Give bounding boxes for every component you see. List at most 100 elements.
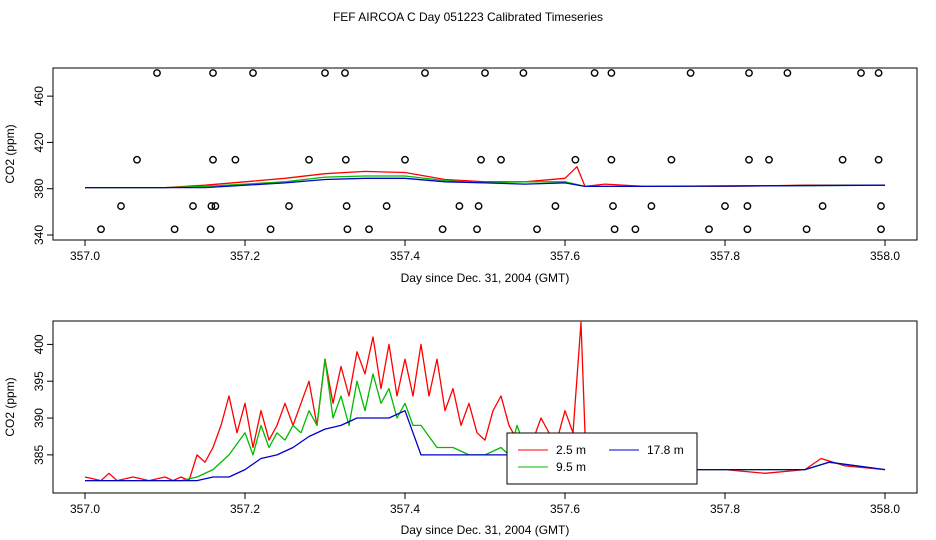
legend-label-9-5m: 9.5 m (556, 460, 586, 474)
bottom-y-axis: 385 390 395 400 (32, 334, 54, 465)
bottom-y-tick-label: 400 (32, 334, 46, 354)
top-x-tick-label: 358.0 (870, 249, 900, 263)
calibration-point (401, 155, 409, 164)
calibration-point (209, 69, 217, 77)
top-series-line-17-8-m (85, 177, 886, 189)
calibration-point (571, 155, 580, 164)
top-calibration-points (97, 69, 885, 234)
calibration-point (857, 69, 865, 77)
calibration-point (455, 202, 464, 210)
calibration-point (721, 202, 729, 210)
bottom-y-tick-label: 385 (32, 445, 46, 465)
calibration-point (745, 155, 753, 164)
calibration-point (497, 155, 505, 164)
calibration-point (765, 155, 773, 164)
legend-label-17-8m: 17.8 m (647, 443, 684, 457)
figure-title: FEF AIRCOA C Day 051223 Calibrated Times… (333, 10, 603, 24)
top-x-axis-label: Day since Dec. 31, 2004 (GMT) (401, 271, 570, 285)
bottom-series-lines (84, 321, 886, 482)
calibration-point (474, 202, 483, 210)
calibration-point (206, 225, 215, 234)
bottom-x-tick-label: 357.8 (710, 502, 740, 516)
calibration-point (209, 155, 217, 164)
calibration-point (421, 69, 429, 77)
calibration-point (877, 225, 885, 234)
calibration-point (170, 225, 179, 234)
bottom-x-tick-label: 357.4 (390, 502, 420, 516)
top-plot-frame (52, 67, 918, 241)
calibration-point (341, 69, 349, 77)
calibration-point (783, 69, 792, 77)
top-x-tick-label: 357.2 (230, 249, 260, 263)
calibration-point (321, 69, 329, 77)
legend-box (506, 432, 698, 485)
calibration-point (343, 225, 352, 234)
calibration-point (189, 202, 197, 210)
bottom-x-tick-label: 357.2 (230, 502, 260, 516)
calibration-point (647, 202, 656, 210)
top-y-tick-label: 460 (32, 86, 46, 106)
calibration-point (745, 69, 753, 77)
calibration-point (231, 155, 240, 164)
top-panel: 357.0 357.2 357.4 357.6 357.8 358.0 340 380 420… (3, 67, 918, 285)
top-x-tick-label: 357.6 (550, 249, 580, 263)
calibration-point (97, 225, 105, 234)
calibration-point (305, 155, 313, 164)
bottom-y-tick-label: 390 (32, 408, 46, 428)
top-series-lines (85, 166, 886, 189)
calibration-point (342, 202, 351, 210)
bottom-x-tick-label: 357.6 (550, 502, 580, 516)
calibration-point (133, 155, 141, 164)
calibration-point (877, 202, 885, 210)
calibration-point (743, 202, 752, 210)
calibration-point (818, 202, 827, 210)
calibration-point (266, 225, 275, 234)
calibration-point (705, 225, 713, 234)
bottom-plot-frame (52, 320, 918, 494)
bottom-series-line-17-8-m (85, 410, 886, 482)
calibration-point (341, 155, 350, 164)
top-y-tick-label: 380 (32, 178, 46, 198)
legend: 2.5 m 9.5 m 17.8 m (506, 432, 698, 485)
calibration-point (874, 155, 883, 164)
calibration-point (667, 155, 676, 164)
calibration-point (365, 225, 373, 234)
top-y-axis-label: CO2 (ppm) (3, 124, 17, 183)
calibration-point (802, 225, 811, 234)
top-x-tick-label: 357.8 (710, 249, 740, 263)
calibration-point (610, 225, 619, 234)
top-series-line-2-5-m (85, 166, 885, 189)
top-x-tick-label: 357.0 (70, 249, 100, 263)
calibration-point (686, 69, 695, 77)
calibration-point (519, 69, 528, 77)
top-y-tick-label: 420 (32, 132, 46, 152)
bottom-x-axis: 357.0 357.2 357.4 357.6 357.8 358.0 (70, 492, 900, 516)
calibration-point (609, 202, 617, 210)
calibration-point (473, 225, 481, 234)
calibration-point (607, 69, 616, 77)
top-x-tick-label: 357.4 (390, 249, 420, 263)
calibration-point (438, 225, 447, 234)
bottom-x-tick-label: 357.0 (70, 502, 100, 516)
bottom-series-line-2-5-m (84, 321, 886, 482)
calibration-point (533, 225, 541, 234)
top-y-tick-label: 340 (32, 225, 46, 245)
calibration-point (207, 202, 216, 210)
calibration-point (249, 69, 257, 77)
calibration-point (382, 202, 391, 210)
calibration-point (838, 155, 847, 164)
calibration-point (590, 69, 599, 77)
top-y-axis: 340 380 420 460 (32, 86, 54, 245)
bottom-panel: 357.0 357.2 357.4 357.6 357.8 358.0 385 390 395… (3, 320, 918, 537)
calibration-point (153, 69, 161, 77)
top-x-axis: 357.0 357.2 357.4 357.6 357.8 358.0 (70, 239, 900, 263)
calibration-point (211, 202, 220, 210)
calibration-point (874, 69, 883, 77)
bottom-x-tick-label: 358.0 (870, 502, 900, 516)
bottom-y-axis-label: CO2 (ppm) (3, 377, 17, 436)
calibration-point (607, 155, 616, 164)
calibration-point (631, 225, 640, 234)
calibration-point (481, 69, 489, 77)
calibration-point (551, 202, 560, 210)
